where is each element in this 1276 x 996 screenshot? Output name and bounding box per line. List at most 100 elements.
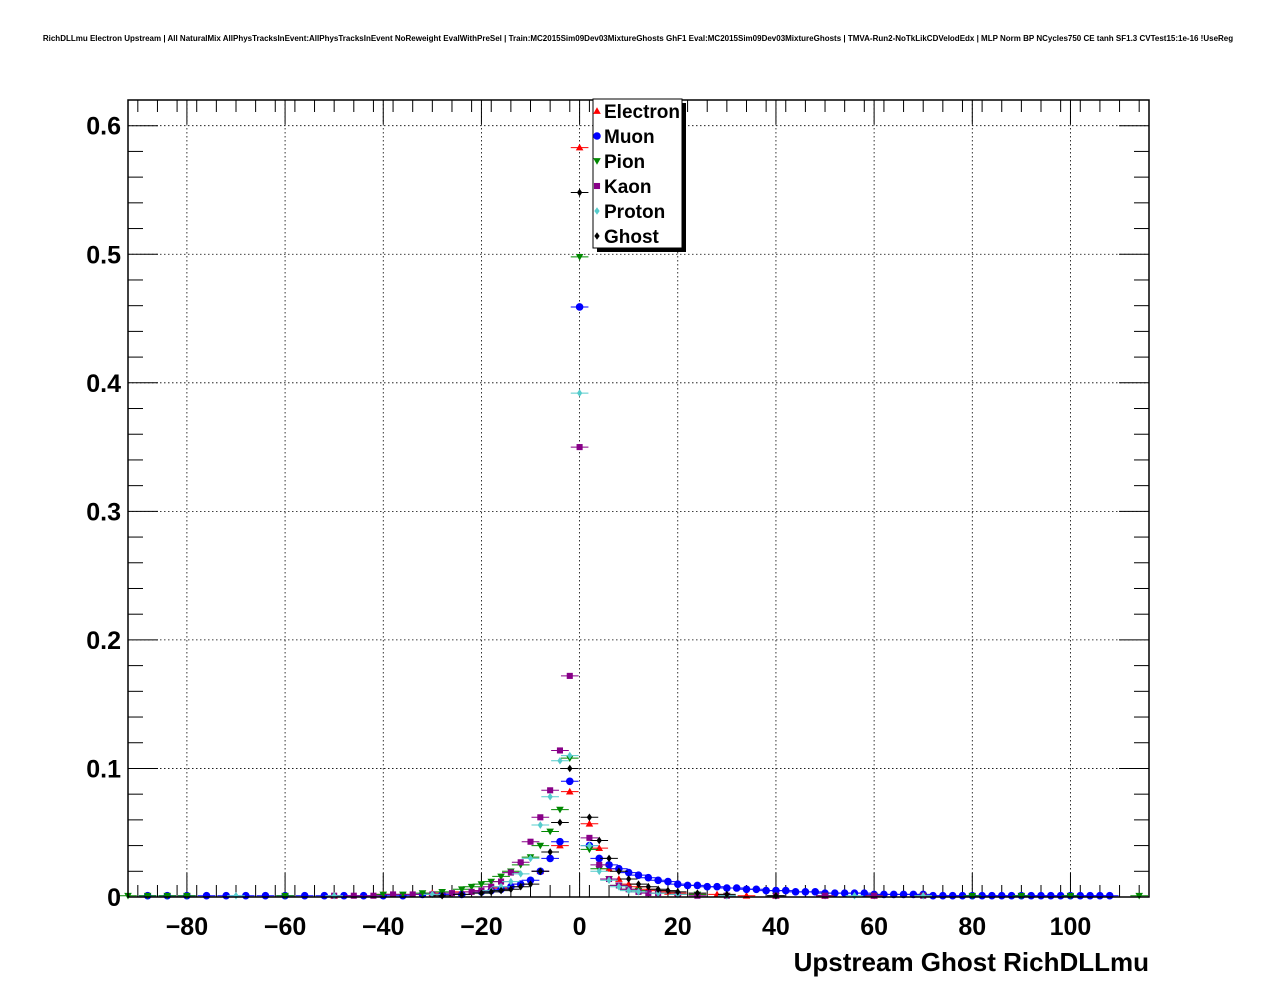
data-point — [606, 854, 612, 863]
data-point — [163, 892, 172, 900]
data-point — [596, 836, 602, 845]
data-point — [665, 886, 671, 895]
data-point — [518, 882, 524, 891]
data-point — [801, 888, 810, 896]
data-point — [537, 867, 543, 876]
series-ghost — [433, 188, 785, 900]
data-point — [477, 881, 486, 888]
data-point — [723, 884, 731, 892]
data-point — [1066, 892, 1075, 900]
data-point — [556, 837, 564, 846]
data-point — [713, 882, 721, 891]
data-point — [634, 871, 643, 879]
data-point — [468, 888, 475, 895]
data-point — [840, 889, 849, 897]
data-point — [585, 846, 594, 854]
data-point — [968, 892, 977, 900]
series-kaon — [325, 444, 933, 899]
y-tick-label: 0.1 — [86, 755, 121, 783]
data-point — [595, 854, 604, 863]
data-point — [457, 886, 466, 894]
data-point — [399, 891, 407, 899]
data-point — [860, 889, 869, 897]
data-point — [1017, 892, 1026, 900]
series-muon — [138, 303, 1119, 900]
data-point — [233, 891, 239, 900]
data-point — [781, 886, 790, 895]
data-point — [575, 143, 584, 151]
data-point — [586, 841, 593, 850]
data-point — [418, 890, 427, 897]
data-point — [635, 888, 642, 896]
data-point — [143, 892, 152, 900]
data-point — [488, 888, 494, 896]
legend-label-electron: Electron — [604, 102, 680, 123]
x-tick-label: 0 — [573, 913, 587, 941]
legend: Electron Muon Pion Kaon Proton Ghost — [592, 98, 686, 252]
data-point — [546, 828, 554, 836]
data-point — [576, 188, 583, 197]
data-point — [645, 882, 651, 891]
data-point — [675, 888, 681, 896]
data-point — [507, 869, 514, 876]
data-point — [448, 890, 456, 897]
data-point — [655, 885, 661, 894]
data-point — [547, 848, 553, 856]
legend-marker-electron — [593, 107, 601, 114]
series-pion — [119, 253, 1149, 900]
data-point — [390, 891, 397, 898]
data-point — [645, 890, 652, 897]
data-point — [379, 891, 388, 899]
data-point — [576, 389, 583, 397]
legend-box — [592, 98, 683, 249]
data-point — [586, 834, 593, 841]
y-tick-label: 0.4 — [86, 370, 121, 398]
data-point — [871, 892, 878, 899]
x-tick-label: 100 — [1050, 913, 1092, 941]
data-point — [557, 756, 563, 765]
data-point — [518, 870, 524, 878]
data-point — [626, 875, 632, 883]
data-point — [567, 764, 573, 773]
data-point — [565, 777, 574, 786]
data-point — [576, 444, 583, 451]
data-point — [644, 873, 653, 882]
data-point — [527, 880, 534, 888]
data-points — [119, 143, 1149, 900]
data-point — [605, 861, 613, 869]
data-point — [772, 886, 780, 895]
x-tick-label: −60 — [264, 913, 306, 941]
data-point — [585, 819, 594, 827]
data-point — [498, 878, 505, 885]
data-point — [752, 885, 761, 894]
data-point — [596, 861, 603, 868]
y-tick-label: 0 — [107, 884, 121, 912]
data-point — [536, 842, 545, 850]
series-electron — [325, 143, 883, 899]
data-point — [537, 821, 543, 829]
data-point — [508, 877, 514, 886]
x-tick-label: −20 — [460, 913, 502, 941]
data-point — [791, 888, 800, 896]
legend-label-ghost: Ghost — [604, 227, 660, 248]
data-point — [624, 868, 633, 877]
data-point — [693, 881, 702, 890]
data-point — [566, 672, 573, 679]
data-point — [831, 889, 839, 897]
data-point — [556, 747, 564, 754]
data-point — [537, 814, 544, 821]
data-point — [742, 885, 751, 894]
data-point — [487, 878, 496, 886]
data-point — [497, 873, 505, 881]
data-point — [350, 892, 357, 899]
data-point — [673, 880, 682, 888]
grid — [128, 100, 1149, 897]
legend-label-muon: Muon — [604, 127, 655, 148]
data-point — [409, 891, 416, 898]
x-tick-label: 60 — [860, 913, 888, 941]
data-point — [261, 891, 270, 900]
data-point — [762, 886, 770, 895]
data-point — [694, 889, 701, 897]
data-point — [508, 885, 514, 894]
